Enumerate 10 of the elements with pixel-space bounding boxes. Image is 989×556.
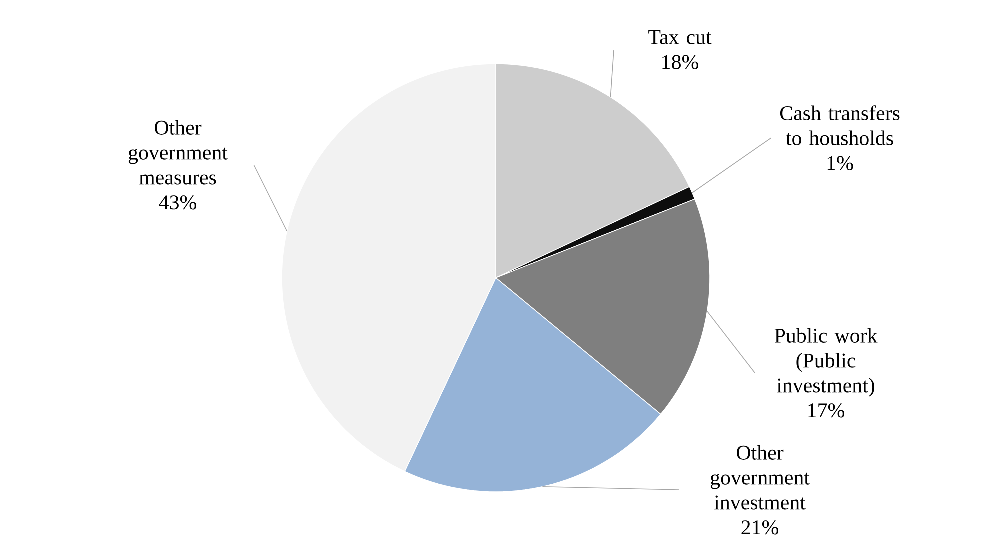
slice-label: Cash transfers to housholds [780, 106, 900, 146]
data-label: 17% [808, 404, 844, 418]
slice-label: Other government measures [128, 120, 228, 185]
slice-label: Public work (Public investment) [774, 328, 878, 398]
data-label: 43% [159, 196, 196, 210]
slice-label: Tax cut [648, 30, 712, 44]
data-label: 18% [662, 55, 698, 70]
slice-label: Other government investment [710, 445, 810, 510]
data-label: 1% [828, 156, 854, 170]
data-label: 21% [742, 520, 778, 535]
